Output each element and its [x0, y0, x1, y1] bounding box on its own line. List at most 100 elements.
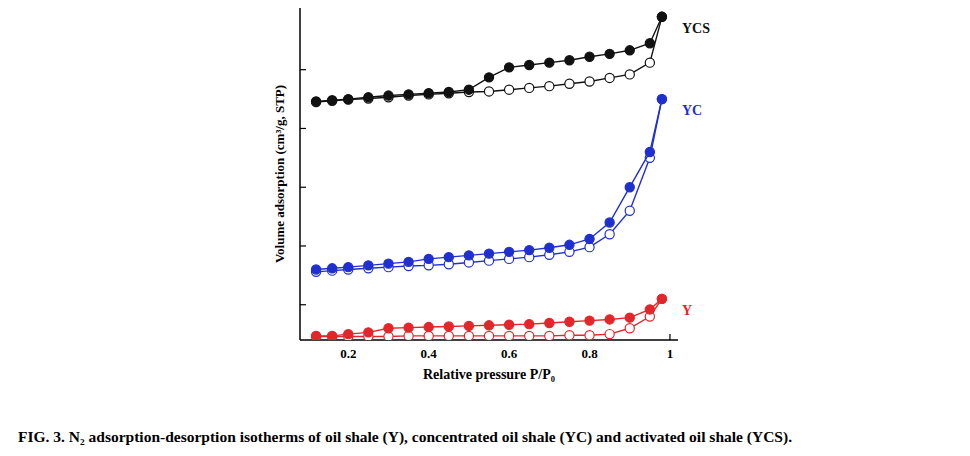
- desorption-point: [424, 331, 433, 340]
- adsorption-point: [657, 294, 666, 303]
- desorption-point: [525, 331, 534, 340]
- adsorption-point: [464, 321, 473, 330]
- adsorption-point: [311, 265, 320, 274]
- desorption-point: [657, 94, 666, 103]
- adsorption-point: [328, 331, 337, 340]
- desorption-point: [545, 331, 554, 340]
- x-axis-label: Relative pressure P/P₀: [423, 367, 555, 382]
- desorption-point: [565, 331, 574, 340]
- adsorption-point: [605, 49, 614, 58]
- adsorption-point: [545, 243, 554, 252]
- adsorption-point: [424, 322, 433, 331]
- desorption-point: [328, 332, 337, 340]
- y-tick: [300, 304, 306, 305]
- adsorption-point: [565, 317, 574, 326]
- desorption-point: [484, 87, 493, 96]
- adsorption-point: [505, 320, 514, 329]
- desorption-point: [344, 95, 353, 104]
- adsorption-point: [505, 247, 514, 256]
- adsorption-point: [328, 264, 337, 273]
- desorption-point: [605, 230, 614, 239]
- chart: 0.20.40.60.81Relative pressure P/P₀Volum…: [0, 0, 970, 456]
- desorption-point: [625, 324, 634, 333]
- adsorption-point: [384, 91, 393, 100]
- x-tick-label: 0.2: [340, 346, 356, 361]
- adsorption-point: [344, 94, 353, 103]
- desorption-point: [625, 206, 634, 215]
- adsorption-point: [344, 330, 353, 339]
- adsorption-line: [316, 17, 662, 102]
- adsorption-point: [625, 313, 634, 322]
- x-tick: [669, 334, 670, 340]
- adsorption-point: [444, 253, 453, 262]
- adsorption-point: [444, 322, 453, 331]
- adsorption-point: [484, 321, 493, 330]
- y-tick: [300, 128, 306, 129]
- adsorption-point: [625, 183, 634, 192]
- desorption-point: [505, 85, 514, 94]
- series-label: YCS: [682, 21, 710, 36]
- y-tick: [300, 187, 306, 188]
- adsorption-point: [311, 97, 320, 106]
- desorption-point: [585, 331, 594, 340]
- desorption-point: [645, 58, 654, 67]
- desorption-point: [525, 83, 534, 92]
- adsorption-point: [424, 254, 433, 263]
- desorption-point: [505, 331, 514, 340]
- series-labels: Y YC YCS: [682, 21, 710, 318]
- y-tick: [300, 245, 306, 246]
- adsorption-point: [625, 46, 634, 55]
- adsorption-point: [311, 331, 320, 340]
- desorption-point: [464, 331, 473, 340]
- desorption-line: [316, 17, 662, 102]
- adsorption-point: [328, 96, 337, 105]
- adsorption-line: [316, 99, 662, 269]
- desorption-point: [484, 331, 493, 340]
- adsorption-point: [464, 85, 473, 94]
- adsorption-point: [404, 257, 413, 266]
- adsorption-point: [525, 320, 534, 329]
- adsorption-point: [545, 58, 554, 67]
- adsorption-point: [565, 240, 574, 249]
- series-label: Y: [682, 303, 692, 318]
- adsorption-point: [585, 234, 594, 243]
- desorption-point: [444, 331, 453, 340]
- y-axis-label: Volume adsorption (cm³/g, STP): [272, 85, 287, 263]
- desorption-point: [605, 73, 614, 82]
- adsorption-point: [444, 87, 453, 96]
- adsorption-point: [525, 245, 534, 254]
- adsorption-point: [364, 261, 373, 270]
- adsorption-point: [657, 94, 666, 103]
- series-label: YC: [682, 103, 702, 118]
- adsorption-point: [364, 328, 373, 337]
- desorption-point: [585, 77, 594, 86]
- adsorption-point: [384, 259, 393, 268]
- plot-area: [311, 12, 666, 340]
- adsorption-point: [404, 90, 413, 99]
- x-tick-label: 0.6: [501, 346, 518, 361]
- adsorption-point: [585, 52, 594, 61]
- adsorption-point: [565, 56, 574, 65]
- caption: FIG. 3. N₂ adsorption-desorption isother…: [18, 428, 792, 446]
- adsorption-point: [545, 318, 554, 327]
- desorption-point: [657, 294, 666, 303]
- desorption-point: [311, 332, 320, 340]
- x-tick-label: 1: [667, 346, 674, 361]
- adsorption-point: [657, 12, 666, 21]
- adsorption-point: [344, 263, 353, 272]
- adsorption-point: [424, 89, 433, 98]
- adsorption-point: [384, 324, 393, 333]
- adsorption-point: [645, 305, 654, 314]
- adsorption-point: [505, 63, 514, 72]
- adsorption-point: [364, 93, 373, 102]
- adsorption-point: [645, 39, 654, 48]
- x-tick-label: 0.8: [581, 346, 598, 361]
- desorption-point: [625, 70, 634, 79]
- adsorption-point: [605, 315, 614, 324]
- adsorption-point: [585, 316, 594, 325]
- desorption-point: [311, 97, 320, 106]
- y-tick: [300, 69, 306, 70]
- adsorption-point: [605, 218, 614, 227]
- desorption-line: [316, 99, 662, 272]
- adsorption-point: [464, 251, 473, 260]
